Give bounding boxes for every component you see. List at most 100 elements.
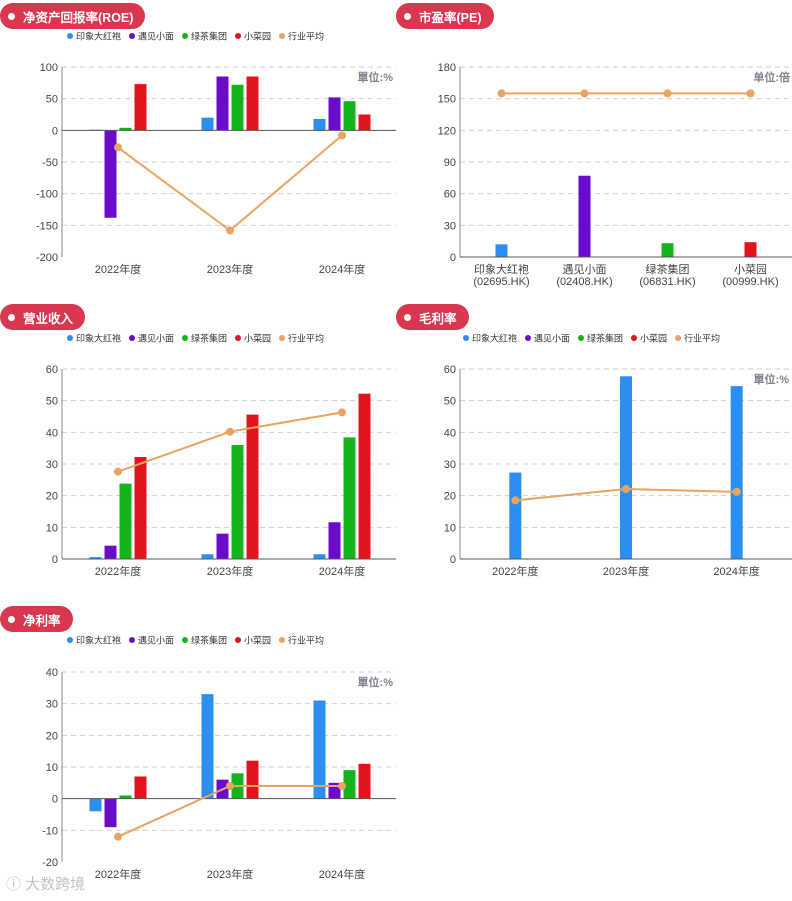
roe-legend-label: 小菜园 [244, 31, 271, 42]
net-unit-label: 單位:% [358, 675, 394, 689]
pe-x-tick-label: 遇见小面(02408.HK) [556, 263, 612, 288]
roe-legend-marker [67, 33, 73, 39]
revenue-bar [201, 554, 214, 559]
gross-y-tick-label: 40 [444, 427, 456, 439]
revenue-y-tick-label: 40 [46, 427, 58, 439]
revenue-legend: 印象大红袍 遇见小面 绿茶集团 小菜园 行业平均 [67, 333, 324, 344]
watermark-logo-icon: ⓘ [6, 876, 26, 893]
pe-bar [661, 243, 674, 257]
gross-y-tick-label: 10 [444, 522, 456, 534]
gross-legend-label: 印象大红袍 [472, 333, 517, 344]
roe-average-point [226, 226, 234, 235]
pe-y-tick-label: 30 [444, 220, 456, 232]
gross-legend-label: 行业平均 [684, 333, 720, 344]
gross-legend-marker [675, 335, 681, 341]
roe-x-tick-label: 2023年度 [207, 262, 253, 276]
revenue-bar [358, 393, 371, 559]
gross-average-point [511, 496, 520, 505]
gross-x-tick-label: 2024年度 [713, 564, 759, 578]
roe-legend-marker [279, 33, 285, 39]
revenue-y-tick-label: 20 [46, 491, 58, 503]
pe-title-badge: 市盈率(PE) [396, 3, 494, 29]
net-y-tick-label: 10 [46, 762, 58, 774]
pe-average-point [663, 89, 672, 98]
gross-legend-marker [525, 335, 531, 341]
watermark: ⓘ 大数跨境 [6, 873, 85, 894]
gross-legend-marker [578, 335, 584, 341]
revenue-legend-marker [67, 335, 73, 341]
roe-bar [246, 76, 259, 131]
pe-x-tick-label: 印象大红袍(02695.HK) [473, 262, 529, 288]
roe-bar [119, 127, 132, 131]
revenue-chart: 0 10 20 30 40 50 60 2022年度 2023年度 2024年度 印象大红袍 遇见小面… [46, 333, 398, 578]
pe-average-point [497, 89, 506, 98]
roe-title-badge: 净资产回报率(ROE) [0, 3, 146, 29]
net-legend-marker [182, 637, 188, 643]
net-y-tick-label: -10 [42, 825, 58, 837]
pe-y-tick-label: 0 [450, 252, 456, 264]
revenue-bar [328, 522, 341, 559]
net-bar [313, 700, 326, 799]
gross-y-tick-label: 50 [444, 396, 456, 408]
gross-average-point [622, 485, 630, 494]
net-margin-title-badge: 净利率 [0, 606, 73, 632]
roe-legend-marker [129, 33, 135, 39]
roe-panel: 净资产回报率(ROE) -200 -150 -100 -50 0 50 100 2022年度 2… [0, 3, 398, 283]
pe-y-tick-label: 120 [438, 125, 456, 137]
revenue-legend-marker [235, 335, 241, 341]
revenue-y-tick-label: 30 [46, 459, 58, 471]
net-bar [246, 760, 259, 799]
pe-chart: 0 30 60 90 120 150 180 印象大红袍(02695.HK) 遇见小面(0240… [438, 62, 792, 288]
badge-dot-icon [8, 12, 15, 20]
roe-bar [231, 84, 244, 131]
gross-legend-label: 遇见小面 [534, 334, 570, 344]
net-y-tick-label: 0 [52, 794, 58, 806]
gross-margin-title: 毛利率 [419, 311, 457, 326]
gross-y-tick-label: 0 [450, 554, 456, 566]
pe-bar [744, 242, 757, 257]
badge-dot-icon [8, 313, 15, 321]
roe-bar [313, 118, 326, 131]
net-y-tick-label: 30 [46, 699, 58, 711]
revenue-legend-label: 绿茶集团 [191, 333, 227, 344]
net-legend: 印象大红袍 遇见小面 绿茶集团 小菜园 行业平均 [67, 635, 324, 646]
net-y-tick-label: 20 [46, 730, 58, 742]
roe-y-tick-label: -50 [42, 157, 58, 169]
roe-bar [328, 97, 341, 131]
revenue-bar [104, 545, 117, 559]
net-x-tick-label: 2022年度 [95, 867, 141, 881]
revenue-y-tick-label: 50 [46, 396, 58, 408]
net-bar [119, 795, 132, 799]
revenue-bar [313, 554, 326, 559]
gross-x-tick-label: 2022年度 [492, 564, 538, 578]
revenue-legend-marker [129, 335, 135, 341]
net-x-tick-label: 2023年度 [207, 867, 253, 881]
pe-x-tick-label: 小菜园(00999.HK) [722, 263, 778, 288]
revenue-panel: 营业收入 0 10 20 30 40 50 60 2022年度 2023年度 2024年度 印象大红… [0, 304, 398, 584]
revenue-average-point [114, 467, 122, 476]
net-y-tick-label: -20 [42, 857, 58, 869]
gross-bar [509, 472, 522, 559]
net-margin-panel: 净利率 -20 -10 0 10 20 30 40 2022年度 2023年度 2024年度 單位:… [0, 606, 398, 881]
net-legend-marker [279, 637, 285, 643]
revenue-x-tick-label: 2023年度 [207, 564, 253, 578]
revenue-bar [89, 557, 102, 559]
revenue-bar [231, 445, 244, 559]
roe-legend-label: 印象大红袍 [76, 31, 121, 42]
revenue-bar [246, 414, 259, 559]
roe-legend-marker [235, 33, 241, 39]
roe-bar [343, 101, 356, 131]
roe-average-point [338, 131, 346, 140]
roe-legend-marker [182, 33, 188, 39]
revenue-y-tick-label: 10 [46, 522, 58, 534]
revenue-bar [343, 437, 356, 559]
net-bar [134, 776, 147, 799]
revenue-title: 营业收入 [23, 311, 74, 326]
pe-y-tick-label: 60 [444, 189, 456, 201]
pe-average-point [746, 89, 755, 98]
roe-legend: 印象大红袍 遇见小面 绿茶集团 小菜园 行业平均 [67, 31, 324, 42]
pe-bar [578, 175, 591, 257]
roe-average-point [114, 143, 122, 152]
pe-title: 市盈率(PE) [419, 10, 482, 25]
revenue-x-tick-label: 2022年度 [95, 564, 141, 578]
